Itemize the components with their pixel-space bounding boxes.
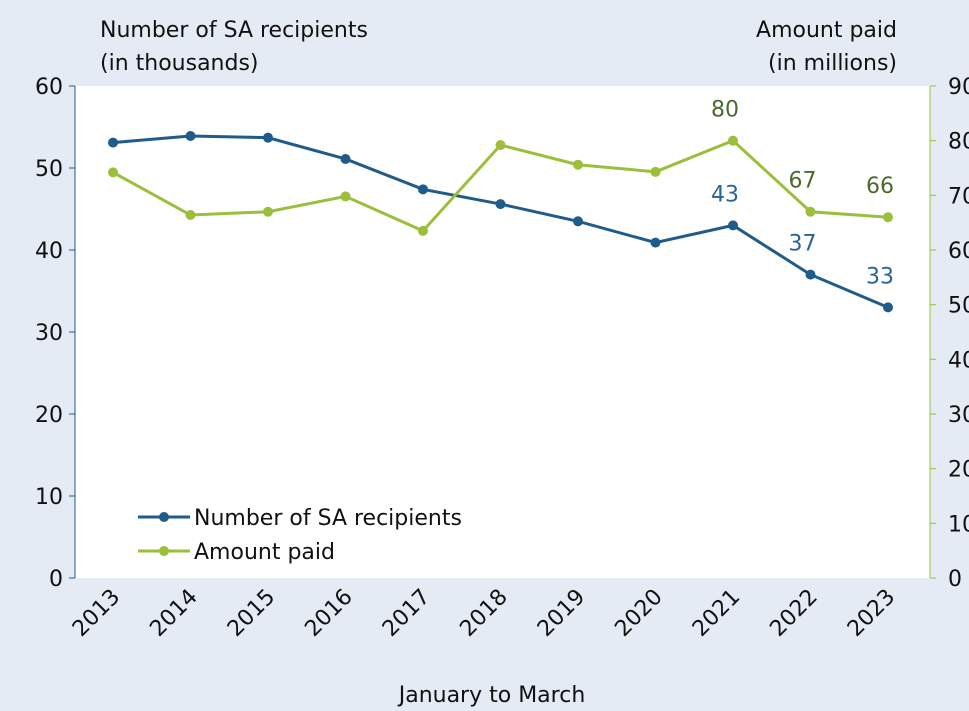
legend-label: Amount paid: [194, 540, 335, 565]
data-point: [263, 206, 273, 217]
legend-marker: [159, 546, 169, 556]
y-axis-title: (in thousands): [100, 51, 259, 76]
data-point: [418, 184, 428, 195]
y-tick-label: 0: [49, 567, 63, 592]
y2-tick-label: 20: [948, 458, 969, 483]
data-label: 37: [789, 232, 817, 257]
y2-tick-label: 0: [948, 567, 962, 592]
data-point: [108, 137, 118, 148]
data-point: [495, 199, 506, 210]
data-point: [573, 159, 583, 170]
y-tick-label: 50: [35, 157, 63, 182]
data-point: [108, 167, 118, 178]
y-axis-title: Number of SA recipients: [100, 18, 368, 43]
data-label: 80: [711, 98, 739, 123]
y2-tick-label: 50: [948, 294, 969, 319]
data-label: 66: [866, 174, 894, 199]
y2-tick-label: 30: [948, 403, 969, 428]
plot-area: [75, 86, 930, 578]
y2-tick-label: 70: [948, 184, 969, 209]
y2-axis-title: Amount paid: [756, 18, 897, 43]
data-point: [573, 216, 583, 227]
y2-axis-title: (in millions): [768, 51, 897, 76]
data-point: [728, 135, 738, 146]
y-tick-label: 20: [35, 403, 63, 428]
legend-label: Number of SA recipients: [194, 506, 462, 531]
data-point: [805, 206, 816, 217]
legend-marker: [159, 512, 169, 522]
data-point: [650, 166, 661, 177]
data-label: 43: [711, 182, 739, 207]
data-point: [185, 131, 196, 142]
data-label: 67: [789, 169, 817, 194]
y-tick-label: 60: [35, 75, 63, 100]
data-point: [805, 269, 816, 280]
x-axis-title: January to March: [397, 683, 586, 708]
y2-tick-label: 40: [948, 348, 969, 373]
data-point: [495, 140, 506, 151]
y-tick-label: 40: [35, 239, 63, 264]
data-point: [883, 302, 893, 313]
data-label: 33: [866, 264, 894, 289]
data-point: [418, 225, 428, 236]
data-point: [340, 191, 351, 202]
y2-tick-label: 10: [948, 512, 969, 537]
data-point: [650, 237, 661, 248]
data-point: [728, 220, 738, 231]
y2-tick-label: 60: [948, 239, 969, 264]
data-point: [883, 212, 893, 223]
data-point: [185, 210, 196, 221]
y-tick-label: 30: [35, 321, 63, 346]
y2-tick-label: 90: [948, 75, 969, 100]
data-point: [263, 132, 273, 143]
data-point: [340, 153, 351, 164]
y-tick-label: 10: [35, 485, 63, 510]
y2-tick-label: 80: [948, 130, 969, 155]
